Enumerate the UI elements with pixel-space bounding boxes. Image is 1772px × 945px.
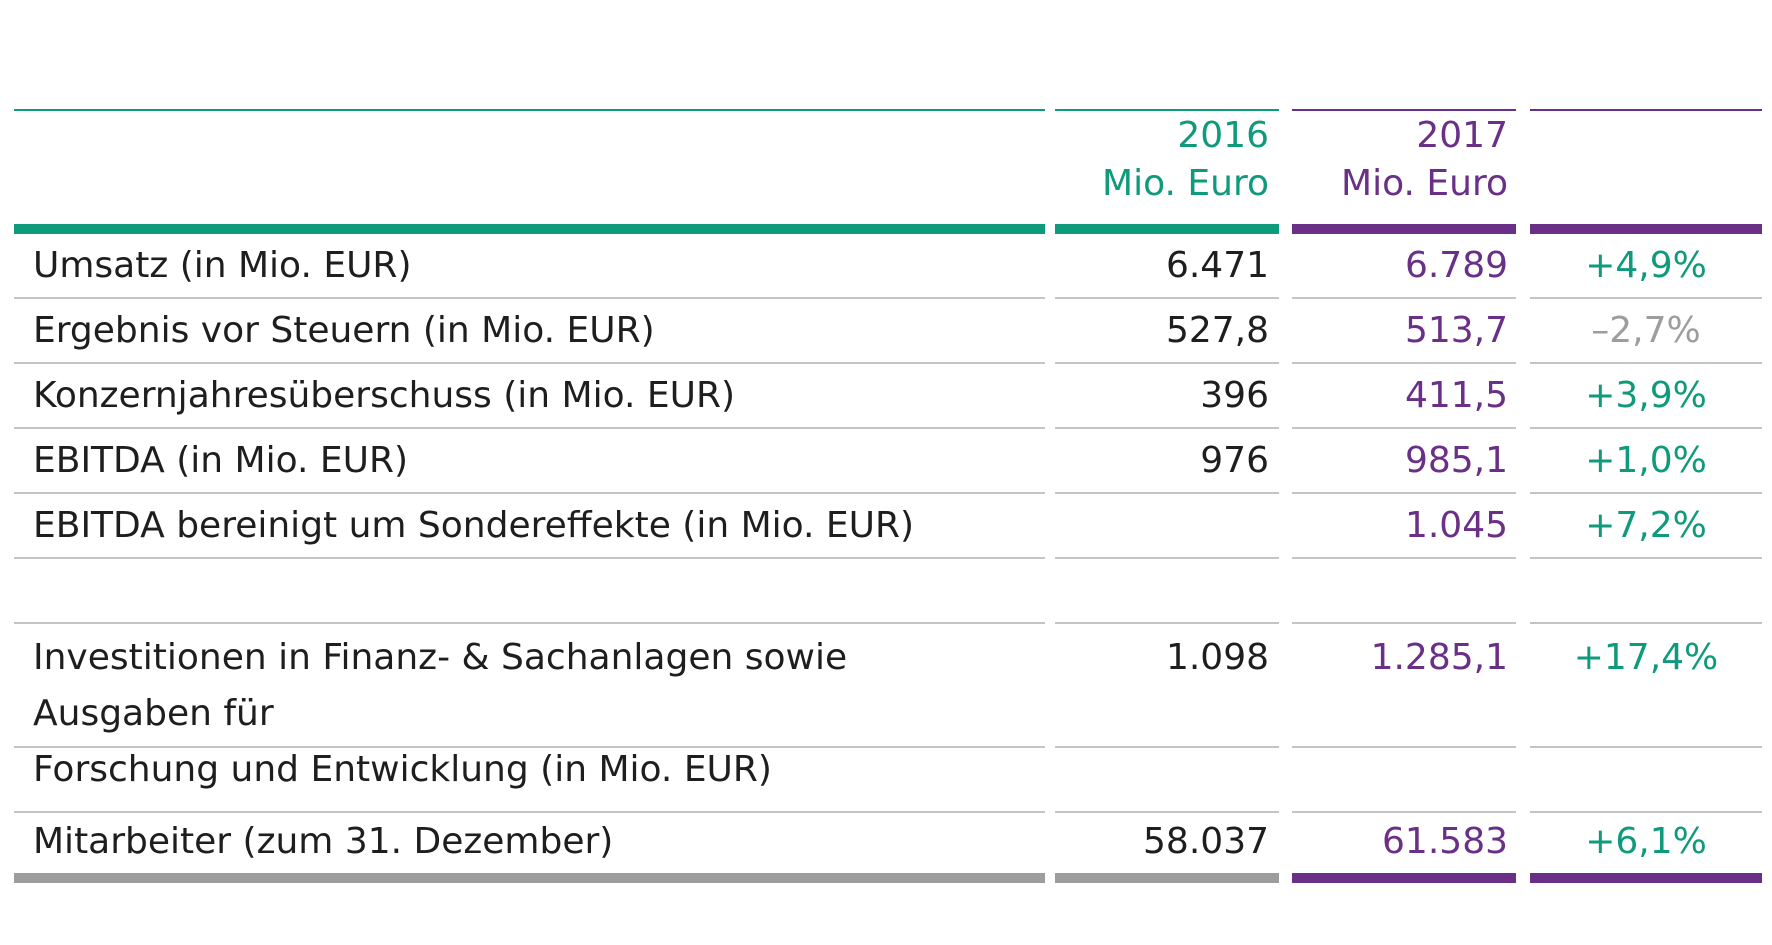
column-header-2016-year: 2016 — [1177, 115, 1269, 156]
header-bottom-rule — [14, 224, 1045, 234]
row-change: +3,9% — [1585, 375, 1707, 416]
table-bottom-rule — [14, 873, 1045, 883]
row-divider — [1530, 362, 1762, 364]
row-change: +4,9% — [1585, 245, 1707, 286]
row-divider — [1292, 297, 1516, 299]
row-divider — [1055, 427, 1279, 429]
row-value-2016: 6.471 — [1165, 245, 1269, 286]
row-value-2017: 1.045 — [1404, 505, 1508, 546]
table-bottom-rule — [1292, 873, 1516, 883]
row-change: +6,1% — [1585, 821, 1707, 862]
header-top-rule — [14, 109, 1045, 111]
table-bottom-rule — [1055, 873, 1279, 883]
row-value-2016: 976 — [1200, 440, 1269, 481]
header-top-rule — [1292, 109, 1516, 111]
row-value-2017: 6.789 — [1404, 245, 1508, 286]
row-divider — [1055, 622, 1279, 624]
row-value-2017: 61.583 — [1382, 821, 1508, 862]
row-divider — [1055, 297, 1279, 299]
row-value-2016: 396 — [1200, 375, 1269, 416]
row-divider — [1292, 557, 1516, 559]
header-top-rule — [1530, 109, 1762, 111]
row-divider — [14, 557, 1045, 559]
row-value-2016: 1.098 — [1165, 637, 1269, 678]
row-divider — [1530, 746, 1762, 748]
row-label-investitionen: Investitionen in Finanz- & Sachanlagen s… — [33, 630, 1033, 798]
row-divider — [14, 362, 1045, 364]
row-label-line: Forschung und Entwicklung (in Mio. EUR) — [33, 749, 772, 790]
row-value-2016: 527,8 — [1165, 310, 1269, 351]
row-divider — [1292, 811, 1516, 813]
row-divider — [1292, 427, 1516, 429]
row-divider — [1530, 492, 1762, 494]
row-change: +1,0% — [1585, 440, 1707, 481]
column-header-2017-unit: Mio. Euro — [1341, 163, 1508, 204]
column-header-2016: 2016 Mio. Euro — [1055, 112, 1269, 208]
row-label-mitarbeiter: Mitarbeiter (zum 31. Dezember) — [33, 821, 614, 862]
row-divider — [1292, 746, 1516, 748]
column-header-2016-unit: Mio. Euro — [1102, 163, 1269, 204]
row-label-line: Investitionen in Finanz- & Sachanlagen s… — [33, 637, 848, 734]
row-label-ergebnis: Ergebnis vor Steuern (in Mio. EUR) — [33, 310, 655, 351]
column-header-2017: 2017 Mio. Euro — [1292, 112, 1508, 208]
row-change: +7,2% — [1585, 505, 1707, 546]
row-divider — [1055, 811, 1279, 813]
row-change: +17,4% — [1573, 637, 1719, 678]
row-value-2017: 411,5 — [1404, 375, 1508, 416]
row-divider — [14, 427, 1045, 429]
header-bottom-rule — [1055, 224, 1279, 234]
row-value-2017: 513,7 — [1404, 310, 1508, 351]
row-divider — [1530, 811, 1762, 813]
row-divider — [1292, 362, 1516, 364]
table-bottom-rule — [1530, 873, 1762, 883]
header-top-rule — [1055, 109, 1279, 111]
row-divider — [1292, 492, 1516, 494]
row-label-ebitda-bereinigt: EBITDA bereinigt um Sondereffekte (in Mi… — [33, 505, 915, 546]
row-divider — [14, 811, 1045, 813]
row-change: –2,7% — [1591, 310, 1701, 351]
row-divider — [1055, 557, 1279, 559]
row-value-2016: 58.037 — [1143, 821, 1269, 862]
row-value-2017: 985,1 — [1404, 440, 1508, 481]
row-divider — [1530, 622, 1762, 624]
row-label-umsatz: Umsatz (in Mio. EUR) — [33, 245, 412, 286]
row-divider — [1530, 297, 1762, 299]
row-divider — [14, 746, 1045, 748]
row-divider — [1530, 557, 1762, 559]
row-divider — [14, 492, 1045, 494]
header-bottom-rule — [1292, 224, 1516, 234]
header-bottom-rule — [1530, 224, 1762, 234]
row-divider — [1530, 427, 1762, 429]
row-divider — [1055, 362, 1279, 364]
row-divider — [14, 297, 1045, 299]
row-value-2017: 1.285,1 — [1370, 637, 1508, 678]
row-divider — [1055, 746, 1279, 748]
column-header-2017-year: 2017 — [1416, 115, 1508, 156]
row-divider — [1055, 492, 1279, 494]
row-divider — [14, 622, 1045, 624]
row-label-ebitda: EBITDA (in Mio. EUR) — [33, 440, 409, 481]
row-divider — [1292, 622, 1516, 624]
row-label-konzernjahresueberschuss: Konzernjahresüberschuss (in Mio. EUR) — [33, 375, 736, 416]
